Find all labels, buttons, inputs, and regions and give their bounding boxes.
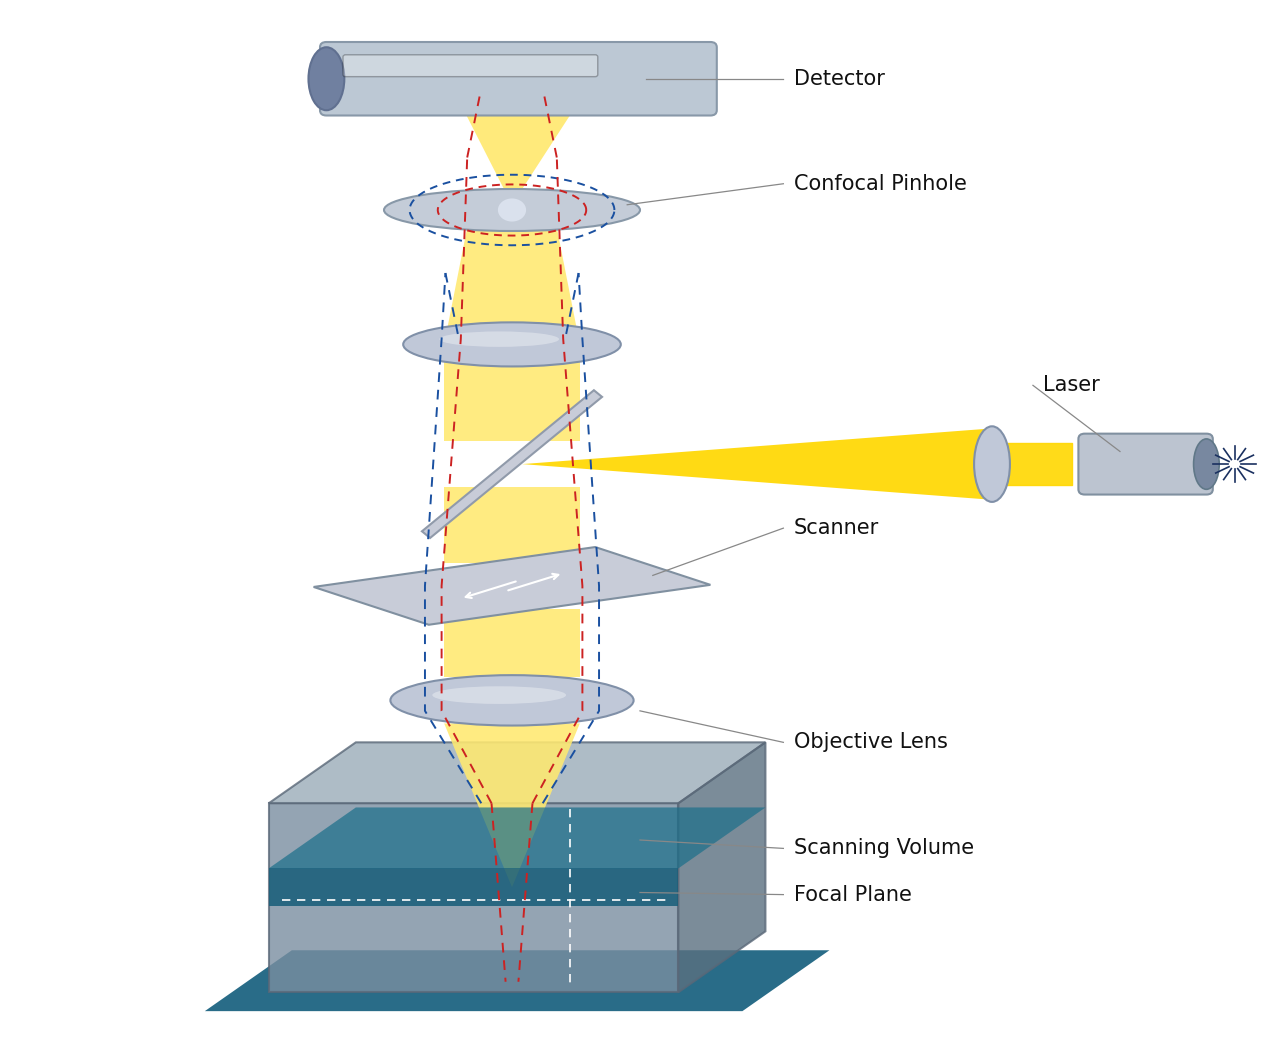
FancyBboxPatch shape	[343, 55, 598, 77]
Polygon shape	[444, 344, 580, 441]
Ellipse shape	[308, 47, 344, 110]
Polygon shape	[444, 723, 580, 887]
Text: Scanning Volume: Scanning Volume	[794, 838, 974, 859]
Ellipse shape	[384, 189, 640, 231]
Text: Laser: Laser	[1043, 375, 1100, 396]
Ellipse shape	[1194, 439, 1220, 489]
Text: Detector: Detector	[794, 68, 884, 89]
Polygon shape	[444, 609, 580, 677]
Polygon shape	[522, 428, 992, 500]
Ellipse shape	[403, 322, 621, 366]
Ellipse shape	[439, 332, 559, 346]
Polygon shape	[465, 112, 572, 205]
Polygon shape	[422, 391, 602, 538]
Ellipse shape	[498, 198, 526, 222]
Polygon shape	[205, 950, 829, 1011]
FancyBboxPatch shape	[1079, 434, 1213, 495]
Ellipse shape	[433, 687, 566, 704]
Polygon shape	[444, 487, 580, 563]
Ellipse shape	[390, 675, 634, 726]
Text: Confocal Pinhole: Confocal Pinhole	[794, 173, 966, 194]
Polygon shape	[269, 803, 678, 992]
FancyBboxPatch shape	[320, 42, 717, 116]
Polygon shape	[314, 547, 710, 625]
Polygon shape	[269, 807, 765, 868]
Polygon shape	[269, 742, 765, 803]
Text: Scanner: Scanner	[794, 518, 879, 539]
Polygon shape	[678, 742, 765, 992]
Ellipse shape	[974, 426, 1010, 502]
Text: Objective Lens: Objective Lens	[794, 732, 947, 753]
Polygon shape	[444, 210, 580, 344]
Text: Focal Plane: Focal Plane	[794, 884, 911, 905]
Polygon shape	[269, 868, 678, 906]
